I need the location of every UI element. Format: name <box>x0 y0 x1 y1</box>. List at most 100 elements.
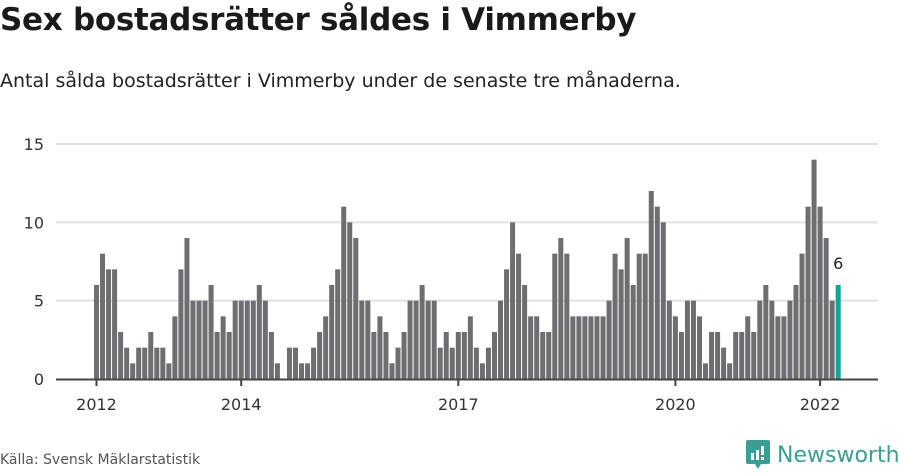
bar <box>823 238 829 379</box>
bar <box>829 300 835 379</box>
bar <box>407 300 413 379</box>
bar <box>510 222 516 379</box>
bar <box>383 332 389 379</box>
bar <box>715 332 721 379</box>
bar <box>347 222 353 379</box>
bar <box>317 332 323 379</box>
bar <box>751 332 757 379</box>
bar <box>721 347 727 379</box>
bar <box>763 285 769 379</box>
bar <box>576 316 582 379</box>
newsworthy-logo-icon <box>746 440 770 469</box>
bar <box>214 332 220 379</box>
bar <box>781 316 787 379</box>
bar <box>606 300 612 379</box>
bar <box>709 332 715 379</box>
bar <box>630 285 636 379</box>
bar <box>299 363 305 379</box>
bar <box>461 332 467 379</box>
bar <box>148 332 154 379</box>
bar <box>166 363 172 379</box>
bar <box>178 269 184 379</box>
bar <box>594 316 600 379</box>
bar <box>136 347 142 379</box>
bar-chart: 0 5 10 15 2012 2014 2017 2020 2022 6 <box>0 130 900 420</box>
bar <box>262 300 268 379</box>
bar <box>564 253 570 379</box>
brand-name: Newsworthy <box>777 442 900 468</box>
bar <box>250 300 256 379</box>
bar <box>94 285 99 379</box>
bar <box>727 363 733 379</box>
bar <box>425 300 431 379</box>
bar <box>341 206 347 379</box>
source-note: Källa: Svensk Mäklarstatistik <box>0 452 201 468</box>
bar <box>690 300 696 379</box>
bar <box>208 285 214 379</box>
bar <box>582 316 588 379</box>
bar <box>817 206 823 379</box>
bar <box>244 300 250 379</box>
bar <box>419 285 425 379</box>
bar <box>353 238 359 379</box>
bar <box>130 363 136 379</box>
y-tick-label: 15 <box>24 135 44 154</box>
bar <box>154 347 160 379</box>
bar <box>570 316 576 379</box>
bar <box>684 300 690 379</box>
bar <box>739 332 745 379</box>
chart-title: Sex bostadsrätter såldes i Vimmerby <box>0 2 637 38</box>
bar <box>660 222 666 379</box>
bar <box>624 238 630 379</box>
bar <box>504 269 510 379</box>
bar <box>142 347 148 379</box>
bar <box>377 316 383 379</box>
bar <box>467 316 473 379</box>
bar <box>522 285 528 379</box>
bar <box>473 347 479 379</box>
bar <box>106 269 112 379</box>
bar <box>648 191 654 379</box>
bar <box>678 332 684 379</box>
bar <box>534 316 540 379</box>
bar <box>666 300 672 379</box>
bar <box>335 269 341 379</box>
bar <box>238 300 244 379</box>
bar <box>491 332 497 379</box>
y-tick-label: 5 <box>34 292 44 311</box>
bar <box>311 347 317 379</box>
bar <box>697 316 702 379</box>
bar <box>323 316 329 379</box>
bar <box>654 206 660 379</box>
x-tick-label: 2020 <box>655 395 696 414</box>
bar <box>793 285 799 379</box>
x-tick-label: 2017 <box>438 395 479 414</box>
y-tick-label: 10 <box>24 213 44 232</box>
bar <box>359 300 365 379</box>
bar <box>636 253 642 379</box>
bar <box>618 269 624 379</box>
highlight-bar <box>835 285 841 379</box>
bar <box>769 300 775 379</box>
bar <box>292 347 298 379</box>
bar <box>395 347 401 379</box>
bar <box>184 238 190 379</box>
bar <box>112 269 118 379</box>
bar <box>371 332 377 379</box>
bar <box>190 300 196 379</box>
bar <box>329 285 335 379</box>
bar <box>305 363 311 379</box>
bar <box>124 347 130 379</box>
bar <box>118 332 124 379</box>
chart-canvas: 0 5 10 15 2012 2014 2017 2020 2022 6 <box>24 135 878 414</box>
chart-subtitle: Antal sålda bostadsrätter i Vimmerby und… <box>0 70 681 92</box>
bar <box>286 347 292 379</box>
bar <box>805 206 811 379</box>
bar <box>558 238 564 379</box>
bar <box>232 300 238 379</box>
bar <box>401 332 407 379</box>
bar <box>202 300 208 379</box>
bar <box>528 316 534 379</box>
bar <box>703 363 709 379</box>
x-tick-label: 2022 <box>800 395 841 414</box>
